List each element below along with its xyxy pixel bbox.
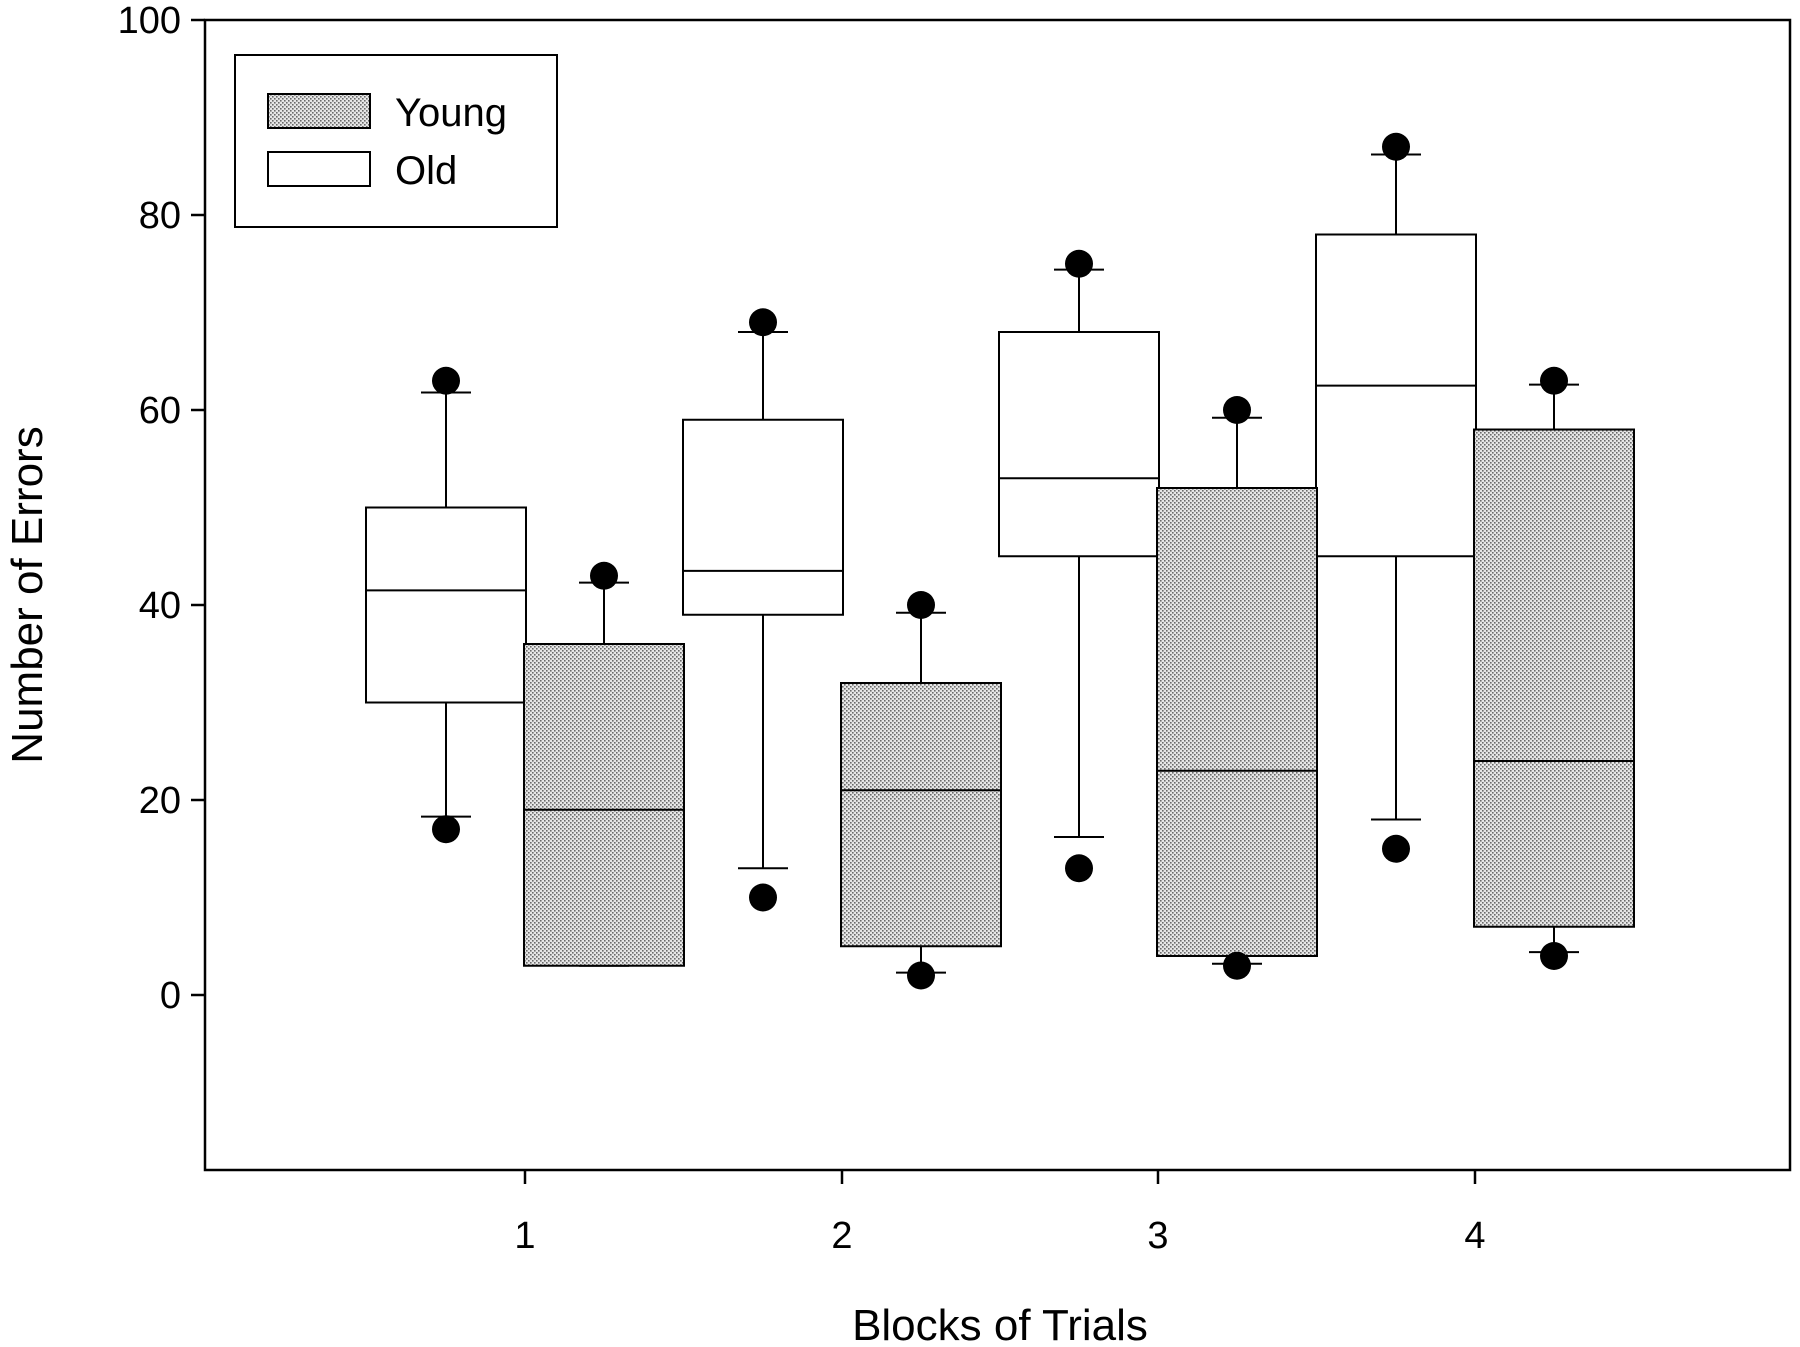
box-old-2 (682, 308, 844, 912)
box-body-old-1 (365, 506, 527, 704)
legend-swatch-young (267, 93, 371, 129)
outlier-low-young-3 (1223, 951, 1251, 980)
x-tick-label-2: 2 (831, 1215, 852, 1257)
y-tick-label-0: 0 (160, 975, 181, 1017)
box-young-4 (1473, 366, 1635, 970)
box-body-old-2 (682, 418, 844, 616)
box-young-1 (523, 561, 685, 967)
box-young-3 (1156, 396, 1318, 980)
legend-label-old: Old (395, 149, 457, 193)
legend-swatch-old (267, 151, 371, 187)
outlier-high-old-2 (749, 308, 777, 337)
x-tick-label-1: 1 (514, 1215, 535, 1257)
y-tick-label-20: 20 (139, 780, 181, 822)
box-body-young-4 (1473, 428, 1635, 928)
box-body-old-3 (998, 331, 1160, 558)
box-young-2 (840, 591, 1002, 990)
outlier-high-old-1 (432, 366, 460, 395)
box-old-3 (998, 249, 1160, 883)
y-tick-label-80: 80 (139, 195, 181, 237)
legend-frame (234, 54, 558, 228)
plot-frame (203, 18, 1792, 1172)
legend: Young Old (234, 54, 558, 228)
y-tick-label-60: 60 (139, 390, 181, 432)
outlier-high-young-2 (907, 591, 935, 619)
outlier-low-young-4 (1540, 942, 1568, 970)
outlier-low-old-4 (1382, 834, 1410, 863)
outlier-low-old-3 (1065, 854, 1093, 883)
outlier-low-young-2 (907, 961, 935, 990)
box-old-4 (1315, 132, 1477, 863)
box-body-young-1 (523, 643, 685, 967)
box-series (365, 132, 1635, 990)
y-tick-label-100: 100 (118, 0, 181, 42)
outlier-low-old-1 (432, 815, 460, 844)
x-tick-label-3: 3 (1147, 1215, 1168, 1257)
outlier-high-old-4 (1382, 132, 1410, 161)
outlier-high-young-3 (1223, 396, 1251, 424)
box-body-young-2 (840, 682, 1002, 948)
x-axis-title: Blocks of Trials (852, 1301, 1148, 1347)
outlier-high-young-1 (590, 561, 618, 590)
legend-label-young: Young (395, 91, 507, 135)
outlier-high-young-4 (1540, 366, 1568, 395)
x-tick-label-4: 4 (1464, 1215, 1485, 1257)
outlier-low-old-2 (749, 883, 777, 912)
x-axis: 1 2 3 4 (514, 1170, 1486, 1257)
y-axis-title: Number of Errors (3, 426, 52, 763)
box-old-1 (365, 366, 527, 844)
y-tick-label-40: 40 (139, 585, 181, 627)
y-axis: 0 20 40 60 80 100 (118, 0, 205, 1017)
box-body-old-4 (1315, 233, 1477, 558)
box-body-young-3 (1156, 487, 1318, 957)
outlier-high-old-3 (1065, 249, 1093, 278)
